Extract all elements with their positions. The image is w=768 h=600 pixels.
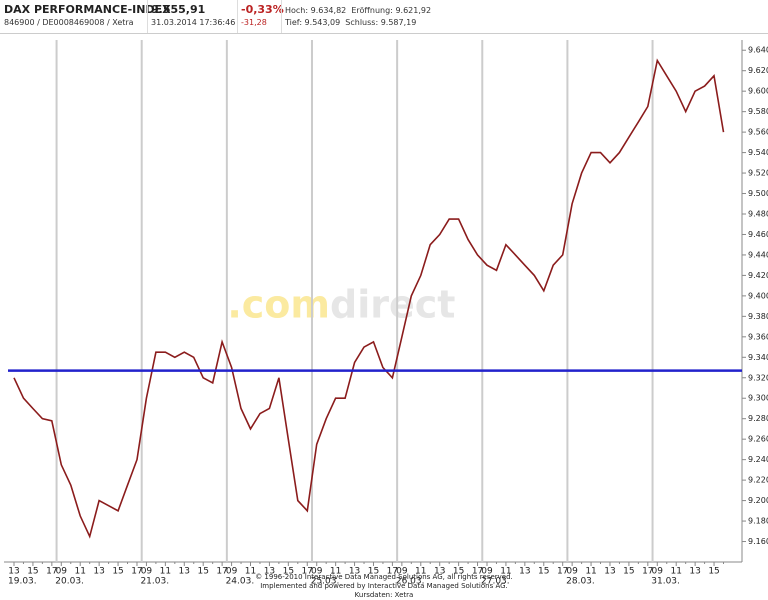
x-tick-label: 15 [27, 567, 38, 577]
x-tick-label: 11 [585, 567, 596, 577]
footer-line: Kursdaten: Xetra [355, 591, 414, 599]
x-tick-label: 09 [396, 567, 408, 577]
x-tick-label: 17 [46, 567, 57, 577]
x-tick-label: 15 [453, 567, 464, 577]
watermark-dot-com: .com [227, 283, 330, 327]
y-tick-label: 9.200 [748, 496, 768, 505]
x-tick-label: 15 [708, 567, 719, 577]
price: 9.555,91 [151, 3, 206, 16]
x-tick-label: 13 [604, 567, 615, 577]
date-label: 28.03. [566, 577, 595, 587]
y-tick-label: 9.440 [748, 250, 768, 259]
footer-line: © 1996-2010 Interactive Data Managed Sol… [255, 573, 513, 581]
name-cell: DAX PERFORMANCE-INDEX 846900 / DE0008469… [4, 3, 171, 27]
y-tick-label: 9.360 [748, 332, 768, 341]
x-tick-label: 11 [415, 567, 426, 577]
y-tick-label: 9.460 [748, 230, 768, 239]
timestamp: 31.03.2014 17:36:46 [151, 18, 236, 27]
x-tick-label: 13 [93, 567, 104, 577]
x-tick-label: 17 [557, 567, 568, 577]
x-tick-label: 15 [623, 567, 634, 577]
y-tick-label: 9.540 [748, 148, 768, 157]
y-tick-label: 9.600 [748, 87, 768, 96]
y-tick-label: 9.320 [748, 373, 768, 382]
low: Tief: 9.543,09 [285, 18, 341, 27]
y-tick-label: 9.580 [748, 107, 768, 116]
y-tick-label: 9.380 [748, 312, 768, 321]
x-tick-label: 15 [538, 567, 549, 577]
change-percent: -0,33% [241, 3, 284, 16]
x-tick-label: 13 [689, 567, 700, 577]
y-tick-label: 9.420 [748, 271, 768, 280]
y-tick-label: 9.560 [748, 128, 768, 137]
x-tick-label: 11 [330, 567, 341, 577]
x-tick-label: 15 [283, 567, 294, 577]
y-tick-label: 9.220 [748, 476, 768, 485]
date-label: 25.03. [311, 577, 340, 587]
stats-cell: Hoch: 9.634,82 Eröffnung: 9.621,92 Tief:… [285, 6, 431, 27]
date-label: 19.03. [8, 577, 37, 587]
y-tick-label: 9.400 [748, 291, 768, 300]
y-tick-label: 9.260 [748, 435, 768, 444]
x-tick-label: 11 [500, 567, 511, 577]
x-tick-label: 09 [481, 567, 493, 577]
x-tick-label: 09 [652, 567, 664, 577]
footer-line: Implemented and powered by Interactive D… [260, 582, 508, 590]
x-tick-label: 11 [245, 567, 256, 577]
y-tick-label: 9.180 [748, 517, 768, 526]
x-tick-label: 17 [216, 567, 227, 577]
x-tick-label: 17 [642, 567, 653, 577]
change-cell: -0,33% -31,28 [241, 3, 284, 27]
x-tick-label: 09 [311, 567, 323, 577]
date-label: 27.03. [481, 577, 510, 587]
high: Hoch: 9.634,82 [285, 6, 347, 15]
x-tick-label: 15 [112, 567, 123, 577]
instrument-id: 846900 / DE0008469008 / Xetra [4, 18, 134, 27]
x-tick-label: 13 [179, 567, 190, 577]
y-tick-label: 9.640 [748, 46, 768, 55]
change-abs: -31,28 [241, 18, 267, 27]
x-tick-label: 13 [264, 567, 275, 577]
header: DAX PERFORMANCE-INDEX 846900 / DE0008469… [0, 0, 768, 34]
x-tick-label: 09 [141, 567, 153, 577]
x-tick-label: 09 [56, 567, 68, 577]
x-tick-label: 15 [368, 567, 379, 577]
date-label: 31.03. [651, 577, 680, 587]
y-tick-label: 9.500 [748, 189, 768, 198]
x-tick-label: 09 [226, 567, 238, 577]
x-tick-label: 17 [302, 567, 313, 577]
close: Schluss: 9.587,19 [345, 18, 417, 27]
date-label: 20.03. [55, 577, 84, 587]
x-tick-label: 09 [566, 567, 578, 577]
price-line [13, 58, 725, 539]
x-tick-label: 13 [8, 567, 19, 577]
open: Eröffnung: 9.621,92 [351, 6, 432, 15]
y-tick-label: 9.620 [748, 66, 768, 75]
watermark-direct: direct [330, 283, 455, 327]
y-tick-label: 9.160 [748, 537, 768, 546]
y-tick-label: 9.280 [748, 414, 768, 423]
date-label: 26.03. [396, 577, 425, 587]
y-tick-label: 9.340 [748, 353, 768, 362]
y-tick-label: 9.520 [748, 169, 768, 178]
x-tick-label: 13 [519, 567, 530, 577]
x-tick-label: 11 [670, 567, 681, 577]
x-tick-label: 13 [349, 567, 360, 577]
x-tick-label: 15 [197, 567, 208, 577]
x-tick-label: 13 [434, 567, 445, 577]
x-tick-label: 17 [131, 567, 142, 577]
y-tick-label: 9.480 [748, 210, 768, 219]
x-tick-label: 17 [387, 567, 398, 577]
y-tick-label: 9.240 [748, 455, 768, 464]
date-label: 21.03. [140, 577, 169, 587]
x-tick-label: 17 [472, 567, 483, 577]
price-cell: 9.555,91 31.03.2014 17:36:46 [151, 3, 235, 27]
date-label: 24.03. [226, 577, 255, 587]
x-tick-label: 11 [160, 567, 171, 577]
x-tick-label: 11 [74, 567, 85, 577]
y-tick-label: 9.300 [748, 394, 768, 403]
instrument-name: DAX PERFORMANCE-INDEX [4, 3, 171, 16]
